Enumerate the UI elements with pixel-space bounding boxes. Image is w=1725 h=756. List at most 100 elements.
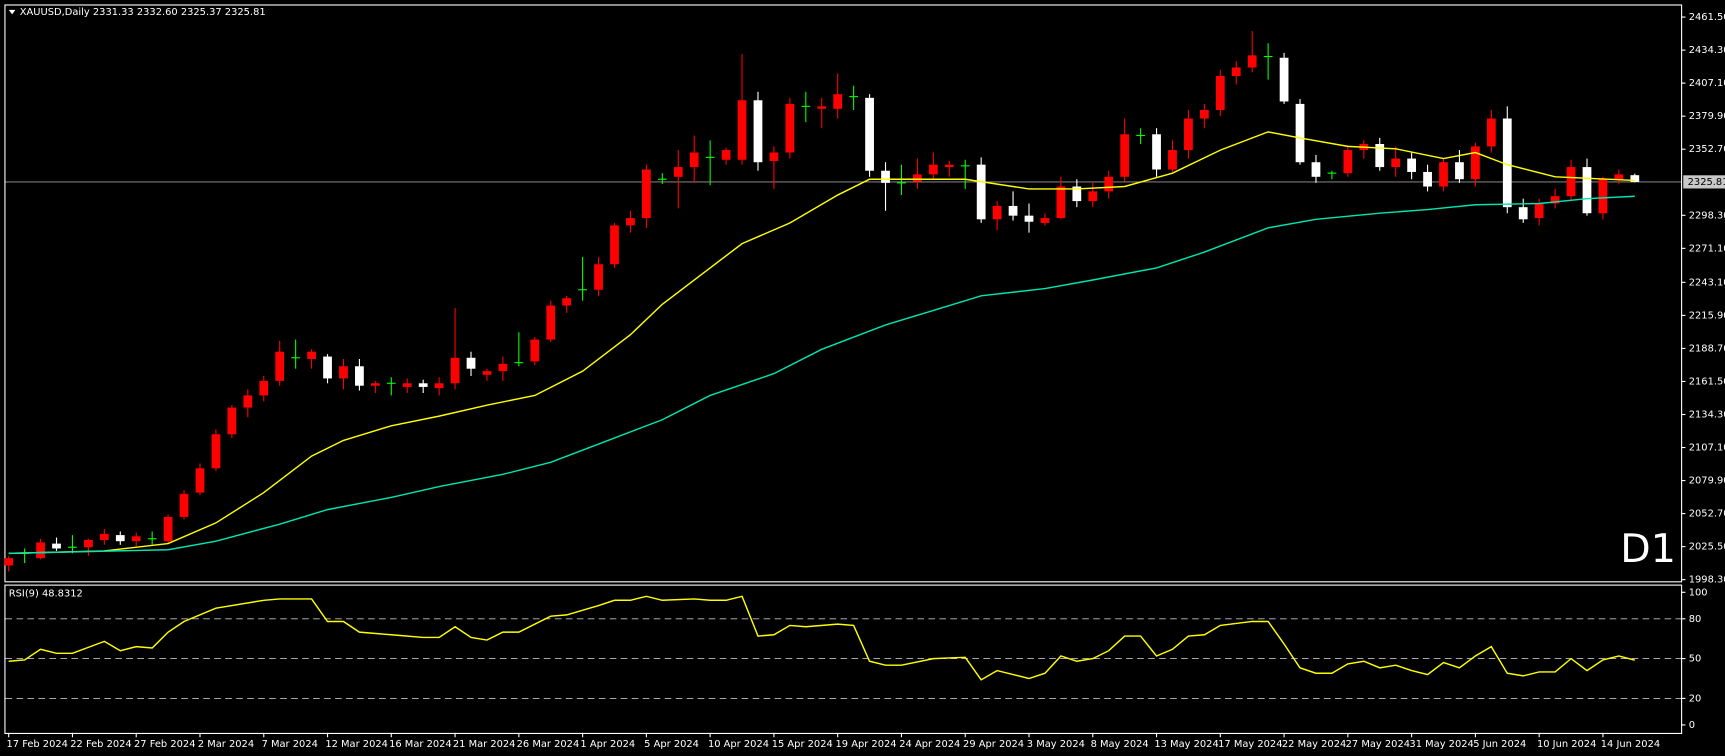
candle-body — [1231, 67, 1241, 76]
candle-body — [147, 538, 157, 540]
candle-body — [737, 100, 747, 160]
candle-body — [163, 516, 173, 542]
y-tick-label: 80 — [1689, 614, 1702, 625]
candle-body — [482, 371, 492, 375]
main-frame — [4, 4, 1683, 583]
x-tick-label: 12 Mar 2024 — [325, 739, 388, 750]
candle-body — [833, 94, 843, 109]
candle-body — [1614, 174, 1624, 180]
x-tick-label: 22 Feb 2024 — [70, 739, 131, 750]
x-tick-label: 27 Feb 2024 — [134, 739, 195, 750]
candle-body — [1439, 162, 1448, 187]
candle-body — [562, 298, 572, 306]
candle-body — [578, 289, 587, 291]
y-tick-label: 2298.30 — [1689, 210, 1725, 221]
candle-body — [1279, 57, 1289, 102]
candle-body — [1455, 162, 1464, 180]
candle-body — [355, 366, 364, 386]
candle-body — [1582, 167, 1592, 214]
y-tick-label: 2243.10 — [1689, 277, 1725, 288]
x-tick-label: 10 Jun 2024 — [1537, 739, 1596, 750]
candle-body — [721, 150, 731, 160]
y-tick-label: 1998.30 — [1689, 575, 1725, 586]
y-tick-label: 2379.90 — [1689, 111, 1725, 122]
candle-body — [849, 96, 859, 98]
candle-body — [450, 357, 460, 384]
y-tick-label: 2079.90 — [1689, 476, 1725, 487]
candle-body — [530, 339, 540, 362]
candle-body — [801, 105, 811, 107]
chart-title: XAUUSD,Daily 2331.33 2332.60 2325.37 232… — [20, 7, 266, 18]
candle-body — [1311, 162, 1321, 177]
candle-body — [1152, 134, 1161, 170]
candle-body — [1056, 186, 1066, 219]
candle-body — [992, 205, 1002, 220]
x-tick-label: 22 May 2024 — [1282, 739, 1346, 750]
y-tick-label: 2271.10 — [1689, 243, 1725, 254]
candle-body — [1407, 158, 1417, 172]
candle-body — [546, 305, 556, 340]
y-tick-label: 2107.10 — [1689, 443, 1725, 454]
candle-body — [4, 558, 14, 566]
candle-body — [1486, 118, 1496, 147]
candle-body — [1008, 205, 1018, 216]
candle-body — [705, 156, 715, 158]
x-tick-label: 3 May 2024 — [1027, 739, 1085, 750]
candle-body — [657, 178, 667, 180]
rsi-title: RSI(9) 48.8312 — [9, 588, 83, 599]
candle-body — [339, 366, 348, 379]
candle-body — [626, 218, 635, 226]
candle-body — [227, 407, 237, 435]
x-tick-label: 31 May 2024 — [1409, 739, 1473, 750]
candle-body — [897, 182, 906, 184]
candle-body — [610, 225, 619, 265]
timeframe-label: D1 — [1620, 526, 1676, 572]
candle-body — [913, 174, 922, 182]
candle-body — [195, 468, 205, 493]
candle-body — [36, 542, 45, 559]
candle-body — [753, 100, 763, 163]
candle-body — [323, 356, 332, 379]
candle-body — [68, 546, 77, 548]
candle-body — [1423, 171, 1432, 187]
y-tick-label: 2215.90 — [1689, 310, 1725, 321]
candle-body — [1502, 118, 1512, 208]
candle-body — [865, 97, 874, 171]
candle-body — [498, 363, 508, 372]
candle-body — [1534, 203, 1544, 219]
candle-body — [976, 164, 986, 220]
candle-body — [1199, 109, 1209, 119]
x-tick-label: 15 Apr 2024 — [772, 739, 833, 750]
candle-body — [1024, 215, 1034, 222]
x-tick-label: 26 Mar 2024 — [517, 739, 580, 750]
x-tick-label: 27 May 2024 — [1346, 739, 1410, 750]
x-tick-label: 19 Apr 2024 — [835, 739, 896, 750]
x-tick-label: 8 May 2024 — [1091, 739, 1149, 750]
candle-body — [259, 380, 269, 396]
candle-body — [418, 383, 428, 387]
menu-arrow — [8, 9, 16, 15]
candle-body — [769, 152, 779, 162]
candle-body — [179, 493, 189, 517]
candle-body — [1088, 191, 1098, 202]
candle-body — [370, 383, 380, 386]
candle-body — [928, 164, 938, 175]
candle-body — [131, 536, 141, 542]
candle-body — [1598, 179, 1608, 214]
x-tick-label: 5 Jun 2024 — [1473, 739, 1526, 750]
candle-body — [1566, 167, 1576, 197]
candle-body — [99, 533, 109, 540]
candle-body — [1104, 176, 1114, 192]
x-tick-label: 2 Mar 2024 — [198, 739, 254, 750]
y-tick-label: 2434.30 — [1689, 45, 1725, 56]
candle-body — [1327, 172, 1337, 174]
x-tick-label: 7 Mar 2024 — [262, 739, 318, 750]
x-tick-label: 5 Apr 2024 — [644, 739, 699, 750]
candle-body — [1136, 134, 1145, 137]
candle-body — [211, 434, 221, 469]
x-tick-label: 10 Apr 2024 — [708, 739, 769, 750]
candle-body — [817, 106, 827, 109]
x-tick-label: 1 Apr 2024 — [580, 739, 635, 750]
